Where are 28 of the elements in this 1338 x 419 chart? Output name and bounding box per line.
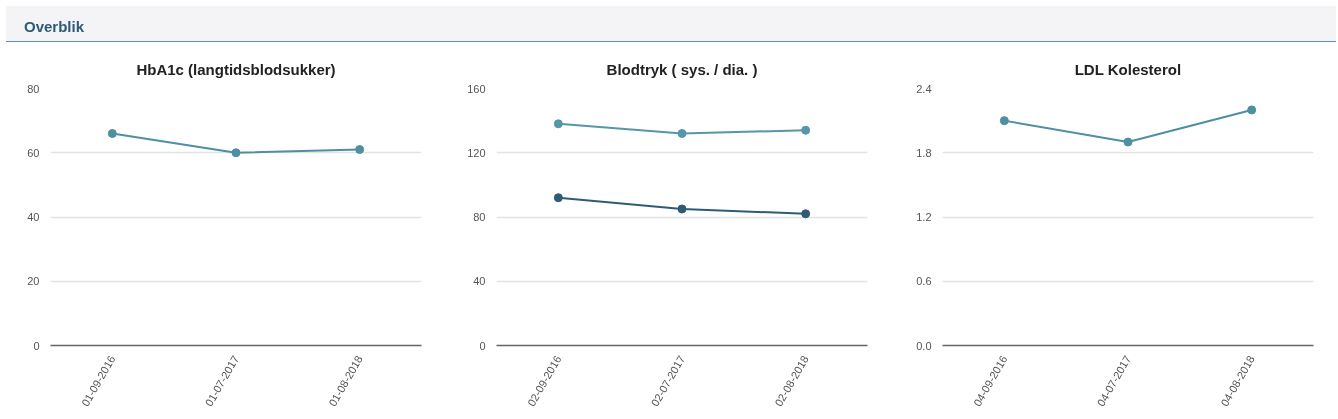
chart-title: HbA1c (langtidsblodsukker) <box>136 60 336 78</box>
y-tick-label: 80 <box>27 82 40 95</box>
text: Overblik <box>24 17 85 37</box>
y-tick-label: 120 <box>467 146 486 159</box>
point <box>553 193 563 203</box>
y-tick-label: 80 <box>473 211 486 223</box>
point <box>1123 137 1133 147</box>
y-tick-label: 160 <box>467 82 486 95</box>
point <box>999 116 1009 126</box>
y-tick-label: 40 <box>27 211 40 223</box>
y-tick-label: 0 <box>33 339 40 352</box>
point <box>801 209 811 219</box>
point <box>677 128 687 138</box>
y-tick-label: 40 <box>473 275 486 288</box>
y-tick-label: 0.6 <box>916 275 932 288</box>
y-tick-label: 2.4 <box>916 82 932 95</box>
point <box>677 204 687 214</box>
point <box>801 125 811 135</box>
y-tick-label: 1.8 <box>916 146 932 159</box>
point <box>553 119 563 129</box>
y-tick-label: 0 <box>479 339 486 352</box>
chart-title: LDL Kolesterol <box>1074 60 1182 78</box>
y-tick-label: 20 <box>27 275 40 288</box>
point <box>1247 105 1257 115</box>
chart-title: Blodtryk ( sys. / dia. ) <box>606 60 758 78</box>
y-tick-label: 60 <box>27 146 40 159</box>
y-tick-label: 0.0 <box>916 339 932 352</box>
y-tick-label: 1.2 <box>916 211 932 223</box>
